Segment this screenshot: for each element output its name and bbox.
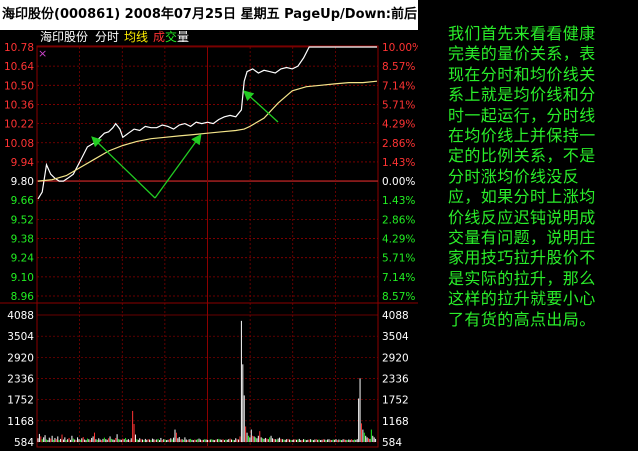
- price-tick-label: 10.64: [4, 61, 34, 73]
- commentary-text: 我们首先来看看健康完美的量价关系，表现在分时和均价线关系上就是均价线和分时一起运…: [448, 24, 596, 329]
- price-tick-label: 10.22: [4, 119, 34, 131]
- volume-tick-label: 1752: [7, 395, 34, 407]
- plot-frame: [36, 45, 379, 448]
- percent-tick-label: 2.86%: [382, 214, 415, 226]
- annotation-arrow: [243, 90, 279, 123]
- price-tick-label: 10.08: [4, 138, 34, 150]
- tab-junxian[interactable]: 均线: [124, 30, 148, 44]
- volume-tick-label: 1168: [7, 416, 34, 428]
- volume-bars: [37, 320, 377, 442]
- volume-tick-label: 584: [382, 437, 402, 449]
- volume-axis-right: 4088 3504 2920 2336 1752 1168 584: [382, 310, 409, 449]
- price-tick-label: 10.36: [4, 99, 34, 111]
- volume-tick-label: 584: [14, 437, 34, 449]
- price-tick-label: 9.94: [11, 157, 35, 169]
- percent-tick-label: 8.57%: [382, 291, 415, 303]
- percent-tick-label: 1.43%: [382, 195, 415, 207]
- price-tick-label: 9.24: [11, 253, 35, 265]
- price-tick-label: 9.38: [11, 234, 34, 246]
- volume-tick-label: 2920: [382, 352, 409, 364]
- price-tick-label: 10.50: [4, 80, 34, 92]
- percent-tick-label: 2.86%: [382, 138, 415, 150]
- annotation-arrows: [91, 90, 279, 199]
- average-price-line: [37, 80, 378, 182]
- volume-tick-label: 4088: [7, 310, 34, 322]
- volume-tick-label: 3504: [7, 331, 34, 343]
- percent-tick-label: 0.00%: [382, 176, 415, 188]
- annotation-arrow: [91, 136, 156, 199]
- price-tick-label: 9.52: [11, 214, 34, 226]
- price-tick-label: 9.66: [11, 195, 35, 207]
- price-axis-left: 10.78 10.64 10.50 10.36 10.22 10.08 9.94 9.80 9.…: [4, 42, 34, 303]
- tab-fenshi[interactable]: 分时: [95, 30, 119, 44]
- annotation-arrow: [154, 133, 202, 199]
- volume-tick-label: 2336: [7, 374, 34, 386]
- volume-axis-left: 4088 3504 2920 2336 1752 1168 584: [7, 310, 34, 449]
- legend-cheng: 成: [153, 30, 165, 44]
- percent-tick-label: 5.71%: [382, 253, 415, 265]
- percent-tick-label: 1.43%: [382, 157, 415, 169]
- close-x-icon[interactable]: ×: [38, 47, 47, 60]
- price-tick-label: 9.10: [11, 272, 34, 284]
- percent-tick-label: 10.00%: [382, 42, 418, 54]
- price-tick-label: 8.96: [11, 291, 35, 303]
- percent-tick-label: 8.57%: [382, 61, 415, 73]
- volume-tick-label: 1752: [382, 395, 409, 407]
- volume-tick-label: 2920: [7, 352, 34, 364]
- title-text: 海印股份(000861) 2008年07月25日 星期五 PageUp/Down…: [2, 7, 418, 22]
- intraday-chart[interactable]: 海印股份 分时 均线 成 交 量 × 10.7810.6410.5010.361…: [0, 30, 418, 451]
- legend-jiao: 交: [165, 30, 177, 44]
- percent-tick-label: 7.14%: [382, 272, 415, 284]
- price-tick-label: 9.80: [11, 176, 34, 188]
- percent-tick-label: 4.29%: [382, 234, 415, 246]
- percent-tick-label: 7.14%: [382, 80, 415, 92]
- percent-tick-label: 5.71%: [382, 99, 415, 111]
- legend-stock-name: 海印股份: [40, 30, 88, 44]
- volume-tick-label: 1168: [382, 416, 409, 428]
- volume-tick-label: 2336: [382, 374, 409, 386]
- price-tick-label: 10.78: [4, 42, 34, 54]
- percent-axis-right: 10.00% 8.57% 7.14% 5.71% 4.29% 2.86% 1.43% 0.00…: [382, 42, 418, 303]
- volume-tick-label: 4088: [382, 310, 409, 322]
- volume-tick-label: 3504: [382, 331, 409, 343]
- percent-tick-label: 4.29%: [382, 119, 415, 131]
- title-bar: 海印股份(000861) 2008年07月25日 星期五 PageUp/Down…: [0, 0, 418, 30]
- legend-liang: 量: [177, 30, 189, 44]
